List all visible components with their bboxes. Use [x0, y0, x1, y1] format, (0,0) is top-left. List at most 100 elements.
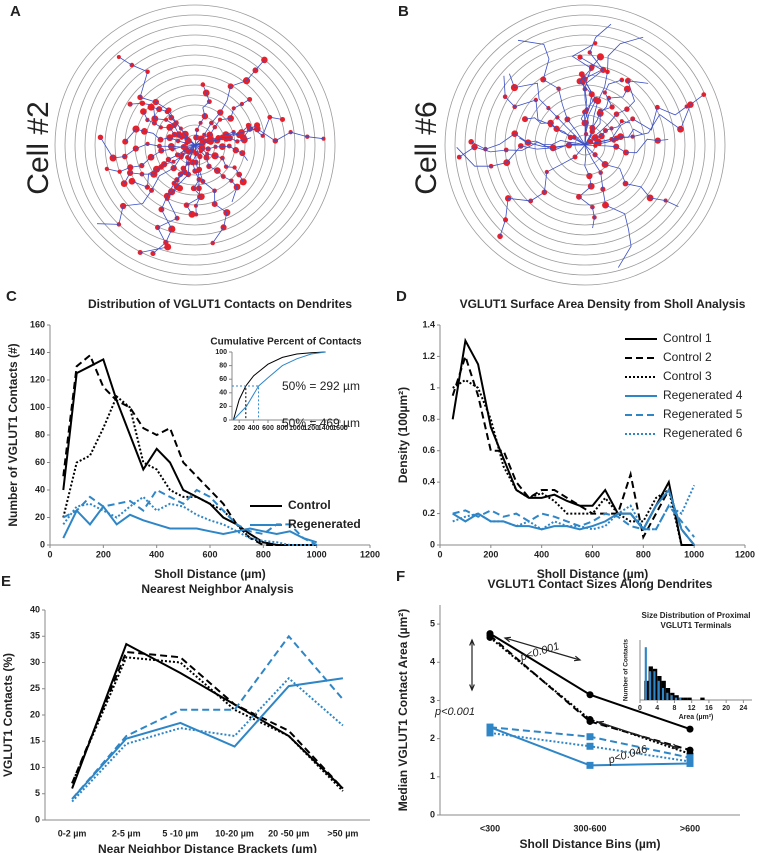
y-tick-label: 0: [430, 539, 435, 549]
histogram-bar: [666, 692, 669, 700]
dendrite: [584, 144, 632, 268]
x-tick-label: 0-2 µm: [58, 828, 87, 838]
series-line: [232, 351, 326, 421]
point: [586, 733, 594, 741]
y-tick-label: 25: [30, 683, 40, 693]
legend-label: Regenerated 4: [663, 388, 743, 402]
x-tick-label: 1000: [289, 425, 305, 432]
sholl-ring: [444, 4, 726, 286]
sholl-ring: [504, 64, 666, 226]
cell-label: Cell #6: [410, 101, 443, 194]
y-tick-label: 2: [430, 733, 435, 743]
x-tick-label: 8: [673, 705, 677, 712]
x-axis-label: Sholl Distance Bins (µm): [520, 837, 661, 851]
point: [586, 761, 594, 769]
histogram-bar: [657, 680, 660, 700]
y-tick-label: 20: [30, 709, 40, 719]
panel-letter: B: [398, 3, 409, 20]
x-tick-label: 200: [483, 549, 498, 559]
contact-dot: [167, 188, 176, 196]
point: [686, 754, 694, 762]
point: [686, 725, 694, 733]
contact-dot: [116, 54, 121, 60]
dendrite: [517, 39, 586, 146]
sholl-ring: [84, 34, 306, 256]
y-tick-label: 40: [30, 604, 40, 614]
dendrite: [96, 144, 196, 225]
dendrite: [194, 144, 244, 182]
x-tick-label: 1200: [303, 425, 319, 432]
histogram-bar: [649, 671, 652, 700]
contact-dot: [468, 139, 474, 145]
y-tick-label: 1.4: [422, 319, 435, 329]
legend-label: Regenerated 6: [663, 426, 743, 440]
y-tick-label: 40: [35, 484, 45, 494]
arrow-head: [503, 636, 582, 662]
dendrite: [194, 136, 252, 146]
histogram-bar: [700, 697, 705, 700]
y-tick-label: 60: [35, 457, 45, 467]
panel-letter: D: [396, 288, 407, 305]
contact-dot: [239, 178, 247, 186]
y-tick-label: 4: [430, 657, 435, 667]
contact-dot: [210, 240, 215, 246]
y-tick-label: 0: [430, 809, 435, 819]
y-tick-label: 5: [35, 788, 40, 798]
histogram-bar: [674, 697, 678, 700]
legend-label: Control: [288, 498, 331, 512]
dendrite: [524, 117, 586, 146]
sholl-ring: [94, 44, 296, 246]
histogram-bar: [644, 647, 647, 700]
y-tick-label: 15: [30, 736, 40, 746]
dendrite: [194, 59, 265, 146]
sholl-ring: [464, 24, 706, 266]
dendrite: [509, 73, 586, 146]
x-tick-label: 1600: [332, 425, 348, 432]
chart-title: Size Distribution of Proximal: [642, 611, 751, 620]
histogram-bar: [683, 697, 688, 700]
dendrite: [143, 111, 196, 146]
y-tick-label: 140: [30, 347, 45, 357]
x-tick-label: 600: [202, 549, 217, 559]
contact-dot: [128, 177, 136, 185]
y-tick-label: 0: [223, 417, 227, 424]
legend-label: Regenerated: [288, 517, 361, 531]
y-tick-label: 35: [30, 631, 40, 641]
y-tick-label: 0.4: [422, 477, 435, 487]
y-tick-label: 5: [430, 618, 435, 628]
dendrite: [578, 144, 595, 229]
arrow-head: [596, 720, 680, 750]
dendrite: [194, 144, 238, 203]
contact-dot: [104, 166, 109, 172]
x-tick-label: 800: [636, 549, 651, 559]
histogram-bar: [679, 697, 682, 700]
x-tick-label: 400: [534, 549, 549, 559]
chart-title: Distribution of VGLUT1 Contacts on Dendr…: [88, 297, 352, 311]
y-tick-label: 1: [430, 771, 435, 781]
dendrite: [584, 23, 612, 146]
y-axis-label: Density (100µm²): [396, 387, 410, 483]
y-tick-label: 80: [219, 362, 227, 369]
dendrite: [584, 144, 679, 207]
x-tick-label: 1000: [307, 549, 327, 559]
series-line: [62, 504, 317, 544]
point: [586, 742, 594, 750]
y-tick-label: 3: [430, 695, 435, 705]
histogram-bar: [687, 697, 692, 700]
contact-dot: [140, 108, 147, 115]
sholl-ring: [484, 44, 686, 246]
x-tick-label: 200: [233, 425, 245, 432]
point: [586, 716, 594, 724]
x-tick-label: <300: [480, 823, 500, 833]
y-tick-label: 0.8: [422, 414, 435, 424]
series-line: [452, 378, 695, 546]
chart-title: VGLUT1 Terminals: [661, 621, 733, 630]
dendrite: [151, 106, 196, 146]
x-tick-label: 400: [149, 549, 164, 559]
x-axis-label: Sholl Distance (µm): [537, 567, 649, 581]
x-tick-label: 300-600: [573, 823, 606, 833]
x-tick-label: 0: [638, 705, 642, 712]
x-tick-label: 2-5 µm: [112, 828, 141, 838]
guide-line: [232, 385, 260, 420]
series-line: [452, 484, 696, 531]
